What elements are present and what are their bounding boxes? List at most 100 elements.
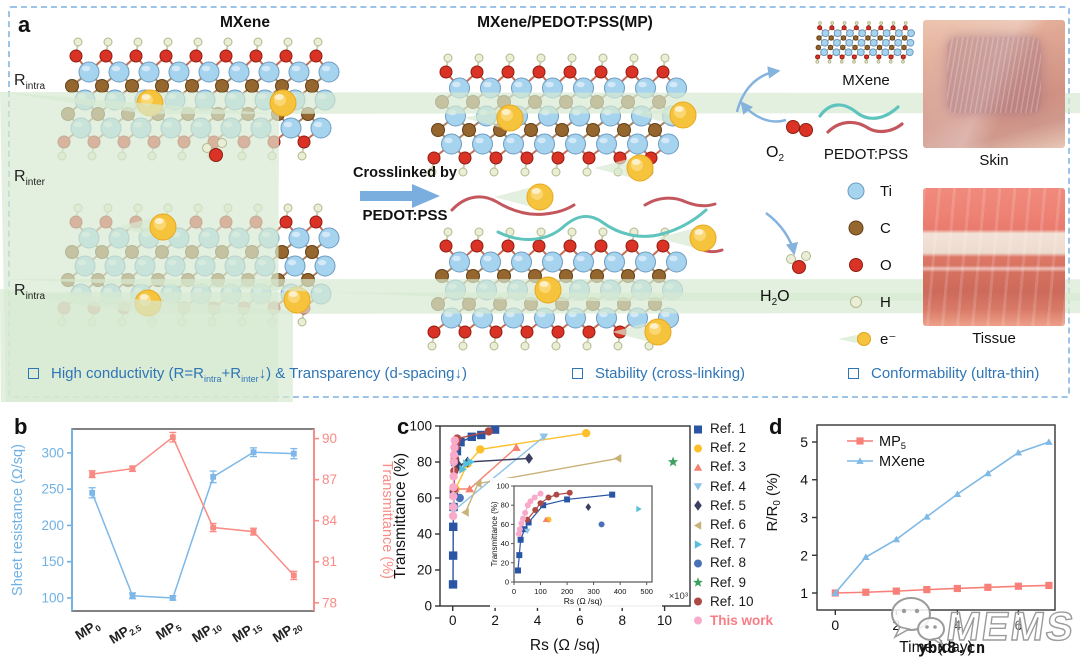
resistance-label: Rintra <box>14 282 46 303</box>
film-patch <box>947 36 1041 114</box>
svg-text:2: 2 <box>892 617 900 633</box>
svg-text:100: 100 <box>496 482 509 491</box>
panel-label-b: b <box>14 414 28 439</box>
legend-label: Ref. 2 <box>710 440 747 456</box>
o2-label: O2 <box>766 144 785 165</box>
legend-label: Ref. 4 <box>710 478 747 494</box>
svg-text:0: 0 <box>424 599 432 614</box>
svg-text:200: 200 <box>41 518 64 533</box>
chart-c-legend: Ref. 1 Ref. 2 Ref. 3 Ref. 4 Ref. 5 Ref. 6 Ref.… <box>692 419 773 630</box>
atom-legend-item: O <box>838 254 896 276</box>
skin-photo <box>923 20 1065 148</box>
h-atom-icon <box>850 296 862 308</box>
chart-b-sheet-resistance-transmittance: 100 150 200 250 300 78 81 84 87 90 MP0 MP2.5 MP5 MP10… <box>10 428 395 647</box>
legend-label: Ref. 6 <box>710 517 747 533</box>
triangle-up-marker-icon <box>693 463 703 471</box>
ti-atom-icon <box>847 182 865 200</box>
svg-text:×10³: ×10³ <box>669 591 688 602</box>
legend-label: This work <box>710 612 774 628</box>
svg-text:100: 100 <box>409 419 432 434</box>
svg-text:100: 100 <box>534 587 547 596</box>
triangle-right-marker-icon <box>694 540 702 549</box>
key-point-1: High conductivity (R=Rintra+Rinter↓) & T… <box>28 365 467 384</box>
legend-item: This work <box>692 611 773 630</box>
svg-text:MP20: MP20 <box>270 617 305 647</box>
circle-marker-icon <box>694 559 702 568</box>
svg-text:0: 0 <box>831 617 839 633</box>
triangle-down-marker-icon <box>693 483 703 491</box>
svg-text:Time (day): Time (day) <box>899 639 973 656</box>
skin-label: Skin <box>979 152 1009 169</box>
svg-text:90: 90 <box>322 431 337 446</box>
svg-text:4: 4 <box>534 613 542 628</box>
panel-label-a: a <box>18 12 31 37</box>
circle-marker-icon <box>694 616 702 625</box>
c-atom-icon <box>848 220 864 236</box>
svg-text:87: 87 <box>322 472 337 487</box>
square-marker-icon <box>694 425 702 434</box>
mxene-scheme-graphic <box>0 37 1080 402</box>
checkbox-icon <box>28 368 39 379</box>
svg-text:4: 4 <box>953 617 961 633</box>
key-point-2: Stability (cross-linking) <box>572 365 745 382</box>
svg-text:60: 60 <box>501 520 509 529</box>
panel-label-d: d <box>769 414 783 439</box>
tissue-streaks <box>923 188 1065 326</box>
svg-text:40: 40 <box>501 539 509 548</box>
svg-text:60: 60 <box>417 491 432 506</box>
svg-text:8: 8 <box>618 613 626 628</box>
checkbox-icon <box>572 368 583 379</box>
svg-text:6: 6 <box>576 613 584 628</box>
svg-text:1: 1 <box>800 585 808 601</box>
svg-text:150: 150 <box>41 554 64 569</box>
key-point-3: Conformability (ultra-thin) <box>848 365 1039 382</box>
svg-text:20: 20 <box>417 563 432 578</box>
svg-text:300: 300 <box>41 445 64 460</box>
svg-text:MP5: MP5 <box>153 617 183 645</box>
svg-text:80: 80 <box>501 501 509 510</box>
svg-text:84: 84 <box>322 513 338 528</box>
svg-text:3: 3 <box>800 510 808 526</box>
svg-text:250: 250 <box>41 482 64 497</box>
svg-text:0: 0 <box>512 587 516 596</box>
svg-text:200: 200 <box>561 587 574 596</box>
triangle-left-marker-icon <box>694 520 702 530</box>
atom-legend-item: Ti <box>838 180 896 202</box>
tissue-photo <box>923 188 1065 326</box>
svg-text:Rs (Ω /sq): Rs (Ω /sq) <box>530 637 600 654</box>
svg-text:40: 40 <box>417 527 432 542</box>
svg-text:4: 4 <box>800 472 808 488</box>
legend-label: Ref. 5 <box>710 497 747 513</box>
panel-label-c: c <box>397 414 410 439</box>
atom-legend-label: C <box>880 219 891 237</box>
svg-text:MP0: MP0 <box>72 617 102 645</box>
resistance-label: Rinter <box>14 168 46 189</box>
legend-item: Ref. 7 <box>692 534 773 553</box>
svg-text:500: 500 <box>640 587 653 596</box>
atom-legend-label: O <box>880 256 892 274</box>
svg-text:R/R0 (%): R/R0 (%) <box>764 473 783 532</box>
svg-text:MP15: MP15 <box>230 617 265 647</box>
svg-text:Transmittance (%): Transmittance (%) <box>379 461 395 579</box>
circle-marker-icon <box>694 597 702 606</box>
legend-item: Ref. 8 <box>692 553 773 572</box>
svg-text:6: 6 <box>1014 617 1022 633</box>
svg-text:0: 0 <box>449 613 457 628</box>
atom-legend-item: e⁻ <box>838 328 896 350</box>
h2o-label: H2O <box>760 288 790 309</box>
legend-item: Ref. 9 <box>692 573 773 592</box>
legend-item: Ref. 1 <box>692 419 773 438</box>
legend-label: Ref. 7 <box>710 536 747 552</box>
svg-text:100: 100 <box>41 590 64 605</box>
svg-text:78: 78 <box>322 595 337 610</box>
svg-text:Transmittance (%): Transmittance (%) <box>392 453 409 579</box>
legend-item: Ref. 5 <box>692 496 773 515</box>
chart-d-resistance-stability: 0 2 4 6 1 2 3 4 5 MP5 MXene Time (day) R/R0 (%) <box>764 424 1056 656</box>
mxene-legend-icon <box>815 21 916 64</box>
checkbox-icon <box>848 368 859 379</box>
svg-text:80: 80 <box>417 455 432 470</box>
pedot-pss-arrow-label: PEDOT:PSS <box>362 207 448 224</box>
resistance-label: Rintra <box>14 72 46 93</box>
crosslinked-by-label: Crosslinked by <box>353 165 457 181</box>
